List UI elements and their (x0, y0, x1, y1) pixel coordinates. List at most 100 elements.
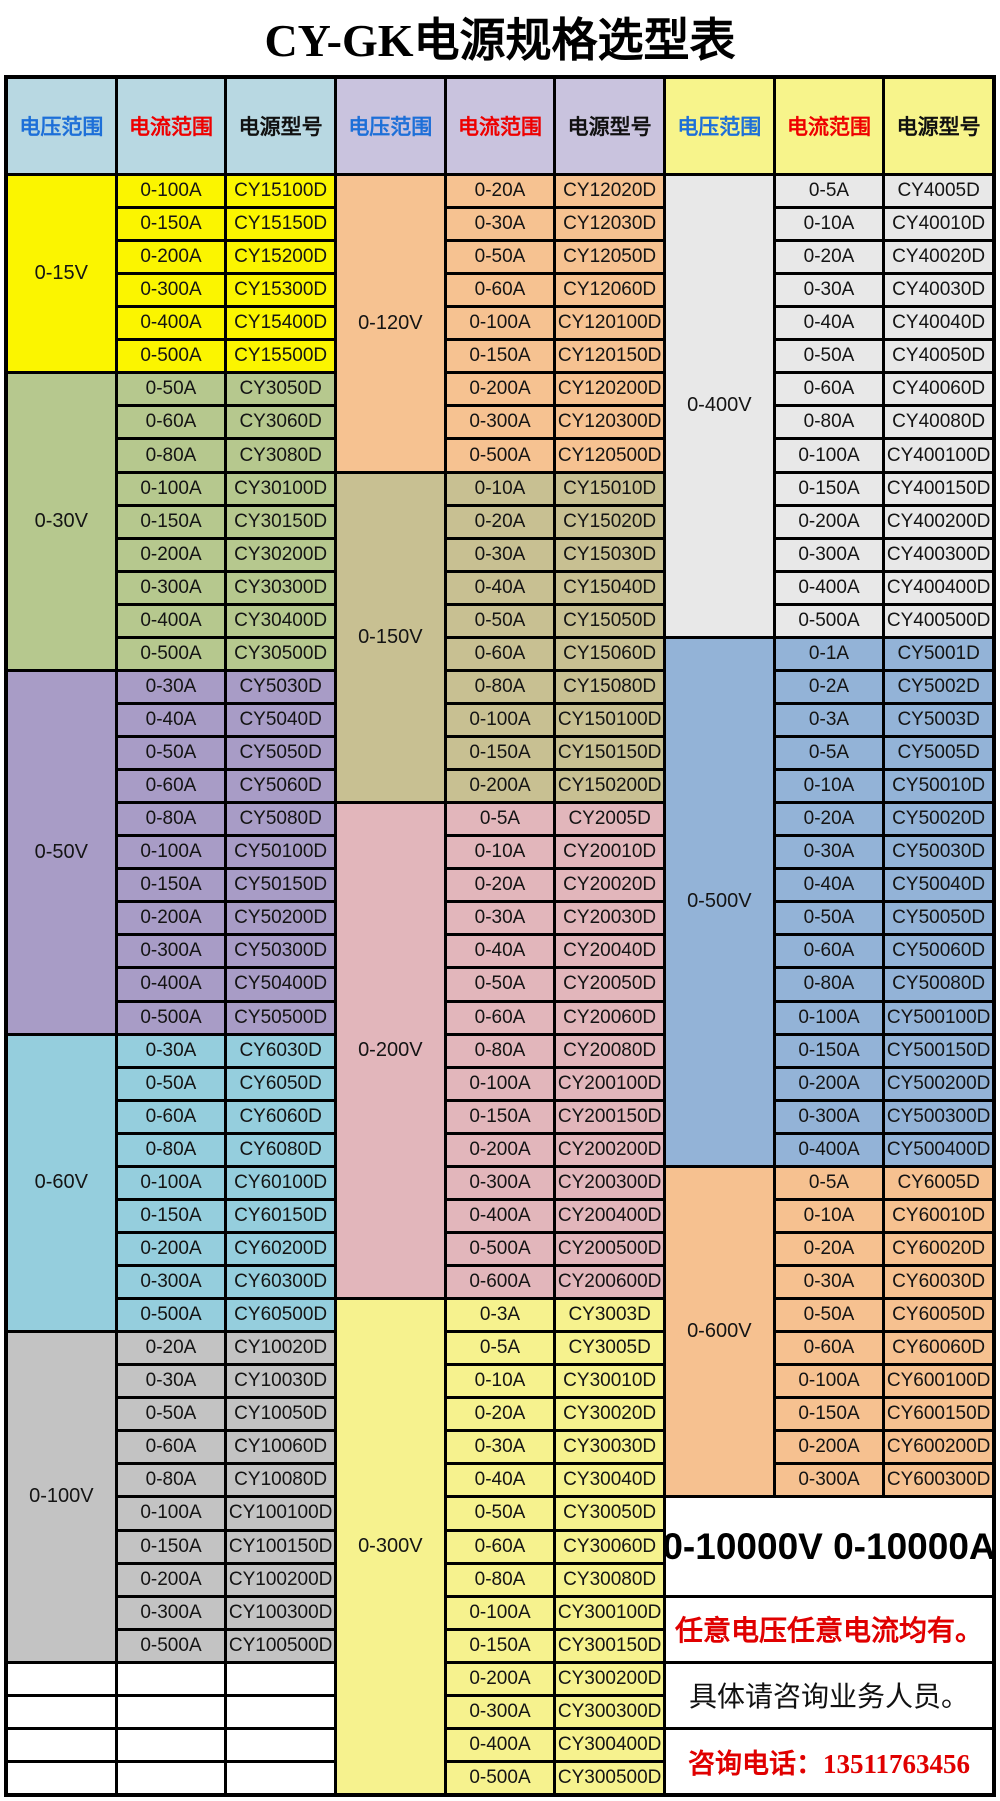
model-cell: CY15020D (556, 506, 663, 537)
current-cell: 0-60A (117, 1432, 225, 1463)
current-cell: 0-200A (775, 1068, 883, 1099)
model-cell: CY600150D (885, 1399, 992, 1430)
model-cell: CY20020D (556, 870, 663, 901)
current-cell: 0-50A (775, 341, 883, 372)
note-contact-sales: 具体请咨询业务人员。 (665, 1663, 992, 1727)
voltage-cell-0-300V: 0-300V (336, 1300, 444, 1793)
model-cell: CY200400D (556, 1200, 663, 1231)
model-cell: CY15050D (556, 605, 663, 636)
empty-cell (117, 1663, 225, 1694)
model-cell: CY400100D (885, 440, 992, 471)
note-full-range: 0-10000V 0-10000A (665, 1498, 992, 1595)
model-cell: CY15040D (556, 572, 663, 603)
current-cell: 0-60A (117, 771, 225, 802)
model-cell: CY400150D (885, 473, 992, 504)
model-cell: CY40080D (885, 407, 992, 438)
current-cell: 0-200A (775, 506, 883, 537)
voltage-cell-0-30V: 0-30V (8, 374, 115, 669)
model-cell: CY40050D (885, 341, 992, 372)
current-cell: 0-400A (117, 308, 225, 339)
current-cell: 0-150A (117, 209, 225, 240)
model-cell: CY12060D (556, 275, 663, 306)
model-cell: CY40040D (885, 308, 992, 339)
current-cell: 0-500A (446, 1762, 554, 1793)
current-cell: 0-50A (446, 1498, 554, 1529)
model-cell: CY120200D (556, 374, 663, 405)
model-cell: CY60050D (885, 1300, 992, 1331)
current-cell: 0-500A (775, 605, 883, 636)
spec-table: 电压范围 电流范围 电源型号 0-15V 0-100A CY15100D 0-150A CY1… (4, 75, 996, 1797)
model-cell: CY300100D (556, 1597, 663, 1628)
model-cell: CY50040D (885, 870, 992, 901)
current-cell: 0-200A (775, 1432, 883, 1463)
model-cell: CY500400D (885, 1134, 992, 1165)
current-cell: 0-150A (446, 1101, 554, 1132)
model-cell: CY50010D (885, 771, 992, 802)
header-voltage: 电压范围 (336, 79, 444, 173)
empty-cell (227, 1729, 334, 1760)
model-cell: CY5002D (885, 671, 992, 702)
current-cell: 0-400A (775, 1134, 883, 1165)
current-cell: 0-30A (775, 1267, 883, 1298)
model-cell: CY120100D (556, 308, 663, 339)
current-cell: 0-600A (446, 1267, 554, 1298)
model-cell: CY30300D (227, 572, 334, 603)
current-cell: 0-10A (775, 1200, 883, 1231)
current-cell: 0-30A (446, 539, 554, 570)
current-cell: 0-300A (117, 1597, 225, 1628)
model-cell: CY60300D (227, 1267, 334, 1298)
current-cell: 0-100A (446, 1068, 554, 1099)
model-cell: CY20060D (556, 1002, 663, 1033)
model-cell: CY100500D (227, 1630, 334, 1661)
model-cell: CY10050D (227, 1399, 334, 1430)
model-cell: CY60020D (885, 1233, 992, 1265)
current-cell: 0-60A (775, 936, 883, 967)
note-any-voltage-current: 任意电压任意电流均有。 (665, 1597, 992, 1661)
current-cell: 0-10A (775, 771, 883, 802)
current-cell: 0-5A (446, 804, 554, 835)
current-cell: 0-100A (117, 176, 225, 207)
current-cell: 0-80A (117, 440, 225, 471)
current-cell: 0-100A (117, 473, 225, 504)
model-cell: CY400500D (885, 605, 992, 636)
header-model: 电源型号 (556, 79, 663, 173)
model-cell: CY60030D (885, 1267, 992, 1298)
model-cell: CY6050D (227, 1068, 334, 1099)
voltage-cell-0-150V: 0-150V (336, 473, 444, 802)
model-cell: CY3050D (227, 374, 334, 405)
model-cell: CY150200D (556, 771, 663, 802)
current-cell: 0-300A (775, 539, 883, 570)
model-cell: CY500150D (885, 1035, 992, 1066)
model-cell: CY60200D (227, 1233, 334, 1265)
model-cell: CY60010D (885, 1200, 992, 1231)
current-cell: 0-20A (446, 506, 554, 537)
current-cell: 0-300A (775, 1101, 883, 1132)
current-cell: 0-3A (775, 704, 883, 736)
current-cell: 0-30A (117, 1035, 225, 1066)
current-cell: 0-100A (775, 1366, 883, 1397)
voltage-cell-0-600V: 0-600V (665, 1167, 773, 1496)
current-cell: 0-30A (446, 1432, 554, 1463)
current-cell: 0-200A (117, 242, 225, 273)
model-cell: CY12020D (556, 176, 663, 207)
current-cell: 0-80A (117, 1465, 225, 1496)
model-cell: CY5060D (227, 771, 334, 802)
current-cell: 0-500A (117, 638, 225, 669)
model-cell: CY20080D (556, 1035, 663, 1066)
current-cell: 0-300A (446, 1696, 554, 1727)
model-cell: CY5050D (227, 738, 334, 769)
current-cell: 0-5A (775, 176, 883, 207)
current-cell: 0-5A (446, 1333, 554, 1364)
model-cell: CY500100D (885, 1002, 992, 1033)
current-cell: 0-150A (446, 341, 554, 372)
current-cell: 0-20A (117, 1333, 225, 1364)
model-cell: CY50150D (227, 870, 334, 901)
model-cell: CY300400D (556, 1729, 663, 1760)
page-title: CY-GK电源规格选型表 (264, 15, 736, 66)
current-cell: 0-300A (775, 1465, 883, 1496)
model-cell: CY3005D (556, 1333, 663, 1364)
current-cell: 0-50A (775, 1300, 883, 1331)
current-cell: 0-400A (446, 1729, 554, 1760)
current-cell: 0-400A (117, 969, 225, 1000)
model-cell: CY100300D (227, 1597, 334, 1628)
